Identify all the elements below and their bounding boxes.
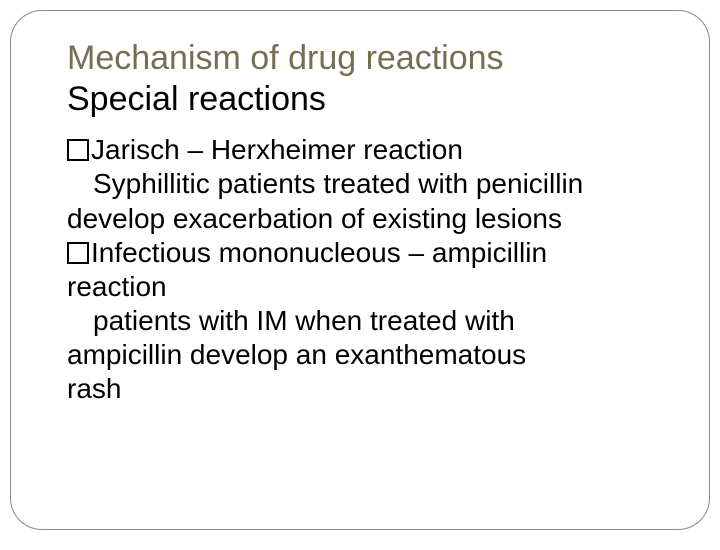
body-line: Syphillitic patients treated with penici…	[67, 167, 665, 201]
bullet-item: Infectious mononucleous – ampicillin	[67, 236, 665, 270]
bullet-lead: Infectious mononucleous – ampicillin	[91, 237, 547, 268]
bullet-item: Jarisch – Herxheimer reaction	[67, 133, 665, 167]
square-bullet-icon	[67, 242, 89, 264]
body-line: develop exacerbation of existing lesions	[67, 202, 665, 236]
slide-title: Mechanism of drug reactions	[67, 39, 665, 78]
body-line: rash	[67, 372, 665, 406]
body-line: ampicillin develop an exanthematous	[67, 338, 665, 372]
body-line: patients with IM when treated with	[67, 304, 665, 338]
body-text: develop exacerbation of existing lesions	[67, 203, 562, 234]
slide-body: Jarisch – Herxheimer reaction Syphilliti…	[67, 133, 665, 406]
bullet-lead: Jarisch – Herxheimer reaction	[91, 134, 463, 165]
square-bullet-icon	[67, 139, 89, 161]
body-line: reaction	[67, 270, 665, 304]
slide-subtitle: Special reactions	[67, 80, 665, 119]
slide-frame: Mechanism of drug reactions Special reac…	[10, 10, 710, 530]
body-text: reaction	[67, 271, 167, 302]
body-text: patients with IM when treated with	[93, 305, 515, 336]
body-text: Syphillitic patients treated with penici…	[93, 168, 583, 199]
body-text: rash	[67, 373, 121, 404]
body-text: ampicillin develop an exanthematous	[67, 339, 526, 370]
